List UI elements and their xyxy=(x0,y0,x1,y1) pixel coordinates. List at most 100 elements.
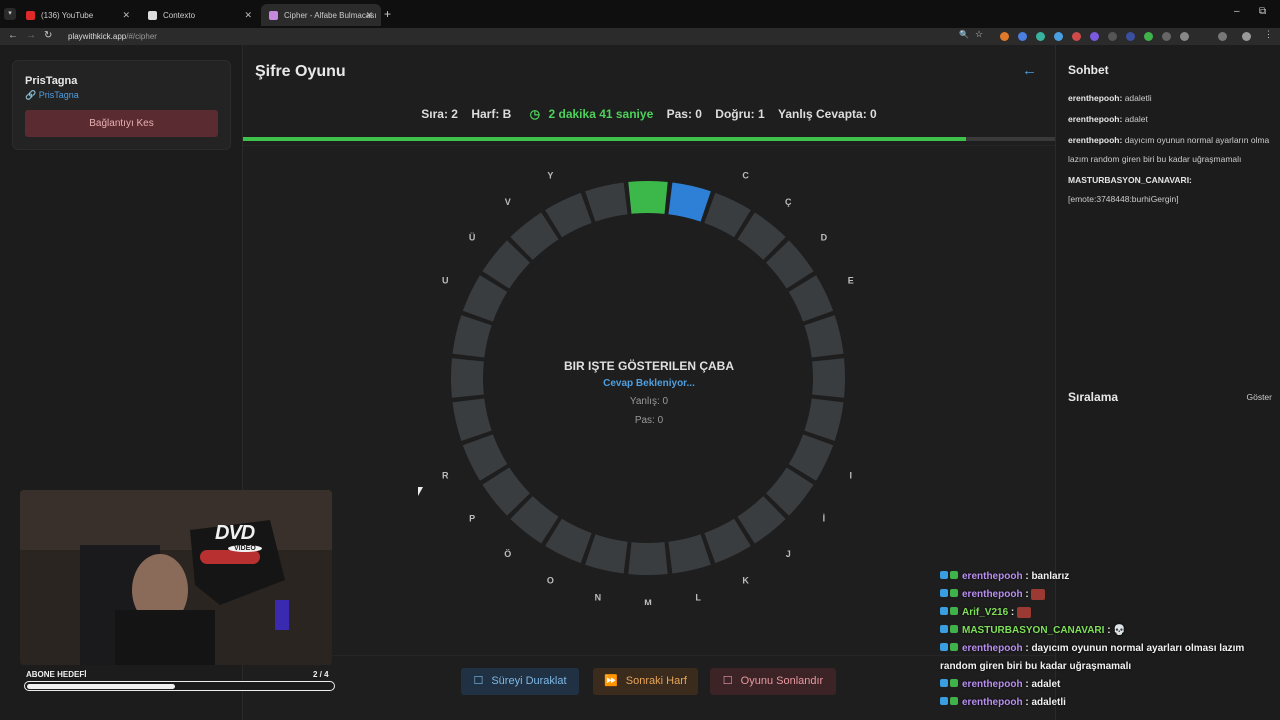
wheel-letter-U: U xyxy=(442,275,449,285)
overlay-chat-user: erenthepooh xyxy=(962,571,1023,582)
wheel-letter-C: C xyxy=(742,170,749,180)
wheel-segment-F xyxy=(804,315,844,358)
mouse-cursor xyxy=(418,487,423,496)
overlay-chat-text: : adaletli xyxy=(1022,697,1066,708)
extension-icon[interactable] xyxy=(1162,32,1171,41)
close-icon[interactable]: ✕ xyxy=(244,9,252,20)
bookmark-star-icon[interactable]: ☆ xyxy=(975,29,984,39)
overlay-chat-text: : dayıcım oyunun normal ayarları olması … xyxy=(940,643,1245,672)
minimize-button[interactable]: – xyxy=(1234,6,1240,17)
stop-icon: ☐ xyxy=(722,675,733,687)
user-channel-link[interactable]: 🔗 PrisTagna xyxy=(25,90,79,100)
time-progress-bar xyxy=(243,137,1055,141)
overlay-chat-text: : banlarız xyxy=(1022,571,1070,582)
next-letter-button[interactable]: ⏩ Sonraki Harf xyxy=(593,668,698,695)
disconnect-button[interactable]: Bağlantıyı Kes xyxy=(25,110,218,137)
divider xyxy=(243,655,1055,656)
extension-icon[interactable] xyxy=(1036,32,1045,41)
wheel-segment-T xyxy=(452,315,492,358)
chat-user: erenthepooh: xyxy=(1068,114,1123,124)
restore-button[interactable]: ⧉ xyxy=(1259,6,1267,17)
profile-icon[interactable] xyxy=(1242,32,1251,41)
stream-chat-overlay: erenthepooh : banlarız erenthepooh : Ari… xyxy=(940,568,1270,712)
badge-icon xyxy=(950,607,958,615)
overlay-chat-message: erenthepooh : adalet xyxy=(940,676,1270,694)
wheel-segment-Ü xyxy=(482,240,530,289)
reload-button[interactable]: ↻ xyxy=(44,30,53,41)
correct-stat: Doğru: 1 xyxy=(715,107,765,121)
clue-phrase: BIR IŞTE GÖSTERILEN ÇABA xyxy=(563,359,734,373)
tab-contexto[interactable]: Contexto ✕ xyxy=(140,4,260,26)
wheel-segment-Y xyxy=(545,192,592,238)
wheel-segment-U xyxy=(462,275,508,322)
youtube-icon xyxy=(26,10,35,20)
close-icon[interactable]: ✕ xyxy=(122,9,130,20)
overlay-chat-message: erenthepooh : banlarız xyxy=(940,568,1270,586)
wheel-segment-Ö xyxy=(510,496,559,544)
overlay-chat-text: : 💀 xyxy=(1104,625,1126,636)
extension-icon[interactable] xyxy=(1054,32,1063,41)
extension-icon[interactable] xyxy=(1180,32,1189,41)
wheel-letter-P: P xyxy=(469,513,475,523)
user-name: PrisTagna xyxy=(25,75,78,87)
wheel-segment-I xyxy=(788,434,834,481)
chat-message: erenthepooh: adaletli xyxy=(1068,88,1280,108)
forward-button[interactable]: → xyxy=(26,30,36,41)
chat-message: MASTURBASYON_CANAVARI: xyxy=(1068,170,1280,190)
dvd-logo-sub: VIDEO xyxy=(228,545,262,552)
overlay-chat-user: MASTURBASYON_CANAVARI xyxy=(962,625,1105,636)
pause-timer-button[interactable]: ☐ Süreyi Duraklat xyxy=(461,668,579,695)
back-button[interactable]: ← xyxy=(8,30,18,41)
extension-icon[interactable] xyxy=(1108,32,1117,41)
extension-icon[interactable] xyxy=(1126,32,1135,41)
wheel-letter-J: J xyxy=(786,549,791,559)
tab-search-dropdown[interactable]: ▾ xyxy=(4,8,16,20)
wheel-segment-L xyxy=(668,534,711,574)
extension-icon[interactable] xyxy=(1072,32,1081,41)
ranking-show-button[interactable]: Göster xyxy=(1246,392,1272,402)
badge-icon xyxy=(950,571,958,579)
sub-badge-icon xyxy=(940,697,948,705)
menu-icon[interactable]: ⋮ xyxy=(1264,29,1273,39)
new-tab-button[interactable]: + xyxy=(384,7,392,21)
chat-message: erenthepooh: dayıcım oyunun normal ayarl… xyxy=(1068,130,1280,150)
overlay-chat-message: erenthepooh : dayıcım oyunun normal ayar… xyxy=(940,640,1270,676)
close-icon[interactable]: ✕ xyxy=(365,9,373,20)
letter-wheel: ABCÇDEFGHIİJKLMNOÖPRSŞTUÜVYZ xyxy=(442,170,854,605)
pause-label: Süreyi Duraklat xyxy=(491,675,567,687)
wheel-segment-G xyxy=(812,358,845,398)
tab-youtube[interactable]: (136) YouTube ✕ xyxy=(18,4,138,26)
wheel-segment-D xyxy=(766,240,814,289)
extensions-puzzle-icon[interactable] xyxy=(1218,32,1227,41)
extension-icon[interactable] xyxy=(1018,32,1027,41)
ranking-title: Sıralama xyxy=(1068,390,1119,404)
overlay-chat-text: : adalet xyxy=(1022,679,1061,690)
webcam-image xyxy=(20,490,332,665)
back-arrow-icon[interactable]: ← xyxy=(1022,62,1037,79)
zoom-icon[interactable]: 🔍 xyxy=(959,30,969,39)
chat-message-continued: [emote:3748448:burhiGergin] xyxy=(1068,194,1179,204)
end-label: Oyunu Sonlandır xyxy=(740,675,824,687)
extension-icon[interactable] xyxy=(1144,32,1153,41)
overlay-chat-message: MASTURBASYON_CANAVARI : 💀 xyxy=(940,622,1270,640)
wheel-segment-Ş xyxy=(451,358,484,398)
badge-icon xyxy=(950,589,958,597)
wheel-segment-N xyxy=(585,534,628,574)
next-label: Sonraki Harf xyxy=(625,675,687,687)
overlay-chat-message: Arif_V216 : xyxy=(940,604,1270,622)
wheel-letter-L: L xyxy=(695,592,701,602)
wheel-letter-K: K xyxy=(742,576,749,586)
pass-count: Pas: 0 xyxy=(634,415,664,426)
turn-stat: Sıra: 2 xyxy=(421,107,458,121)
end-game-button[interactable]: ☐ Oyunu Sonlandır xyxy=(710,668,836,695)
chat-user: erenthepooh: xyxy=(1068,93,1123,103)
browser-tabbar: ▾ (136) YouTube ✕ Contexto ✕ Cipher - Al… xyxy=(0,0,1280,28)
wheel-segment-M xyxy=(628,542,668,575)
url-field[interactable]: playwithkick.app/#/cipher xyxy=(60,29,940,44)
tab-cipher[interactable]: Cipher - Alfabe Bulmacası | Pla ✕ xyxy=(261,4,381,26)
wheel-segment-S xyxy=(452,398,492,441)
game-panel: Şifre Oyunu ← Sıra: 2 Harf: B ◷ 2 dakika… xyxy=(243,45,1055,720)
pass-stat: Pas: 0 xyxy=(666,107,702,121)
extension-icon[interactable] xyxy=(1000,32,1009,41)
extension-icon[interactable] xyxy=(1090,32,1099,41)
